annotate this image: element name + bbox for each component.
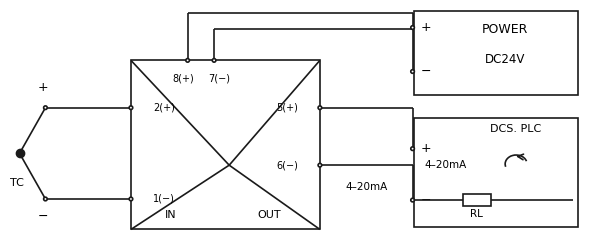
Text: DCS. PLC: DCS. PLC [490,124,542,134]
Text: 4–20mA: 4–20mA [424,160,467,170]
Text: TC: TC [10,178,23,188]
Text: −: − [38,210,49,224]
Text: RL: RL [470,209,483,219]
Circle shape [411,198,415,202]
Bar [415,11,578,95]
Text: −: − [421,194,431,206]
Circle shape [212,58,216,62]
Text: 7(−): 7(−) [208,73,230,83]
Text: IN: IN [165,210,176,220]
Bar [463,194,491,206]
Circle shape [186,58,190,62]
Circle shape [318,106,322,110]
Text: +: + [38,81,49,94]
Bar [131,60,320,230]
Text: DC24V: DC24V [484,53,525,66]
Circle shape [129,106,133,110]
Bar [415,118,578,228]
Text: 8(+): 8(+) [173,73,194,83]
Circle shape [318,164,322,167]
Circle shape [411,70,415,73]
Text: 6(−): 6(−) [276,160,298,170]
Circle shape [44,197,47,201]
Text: +: + [421,142,431,155]
Circle shape [411,26,415,29]
Text: 2(+): 2(+) [153,103,175,113]
Text: 5(+): 5(+) [276,103,298,113]
Circle shape [44,106,47,110]
Text: 4–20mA: 4–20mA [345,182,388,192]
Text: POWER: POWER [481,23,528,36]
Circle shape [411,147,415,150]
Text: +: + [421,21,431,34]
Text: OUT: OUT [257,210,281,220]
Text: 1(−): 1(−) [153,194,175,204]
Circle shape [129,197,133,201]
Text: −: − [421,65,431,78]
